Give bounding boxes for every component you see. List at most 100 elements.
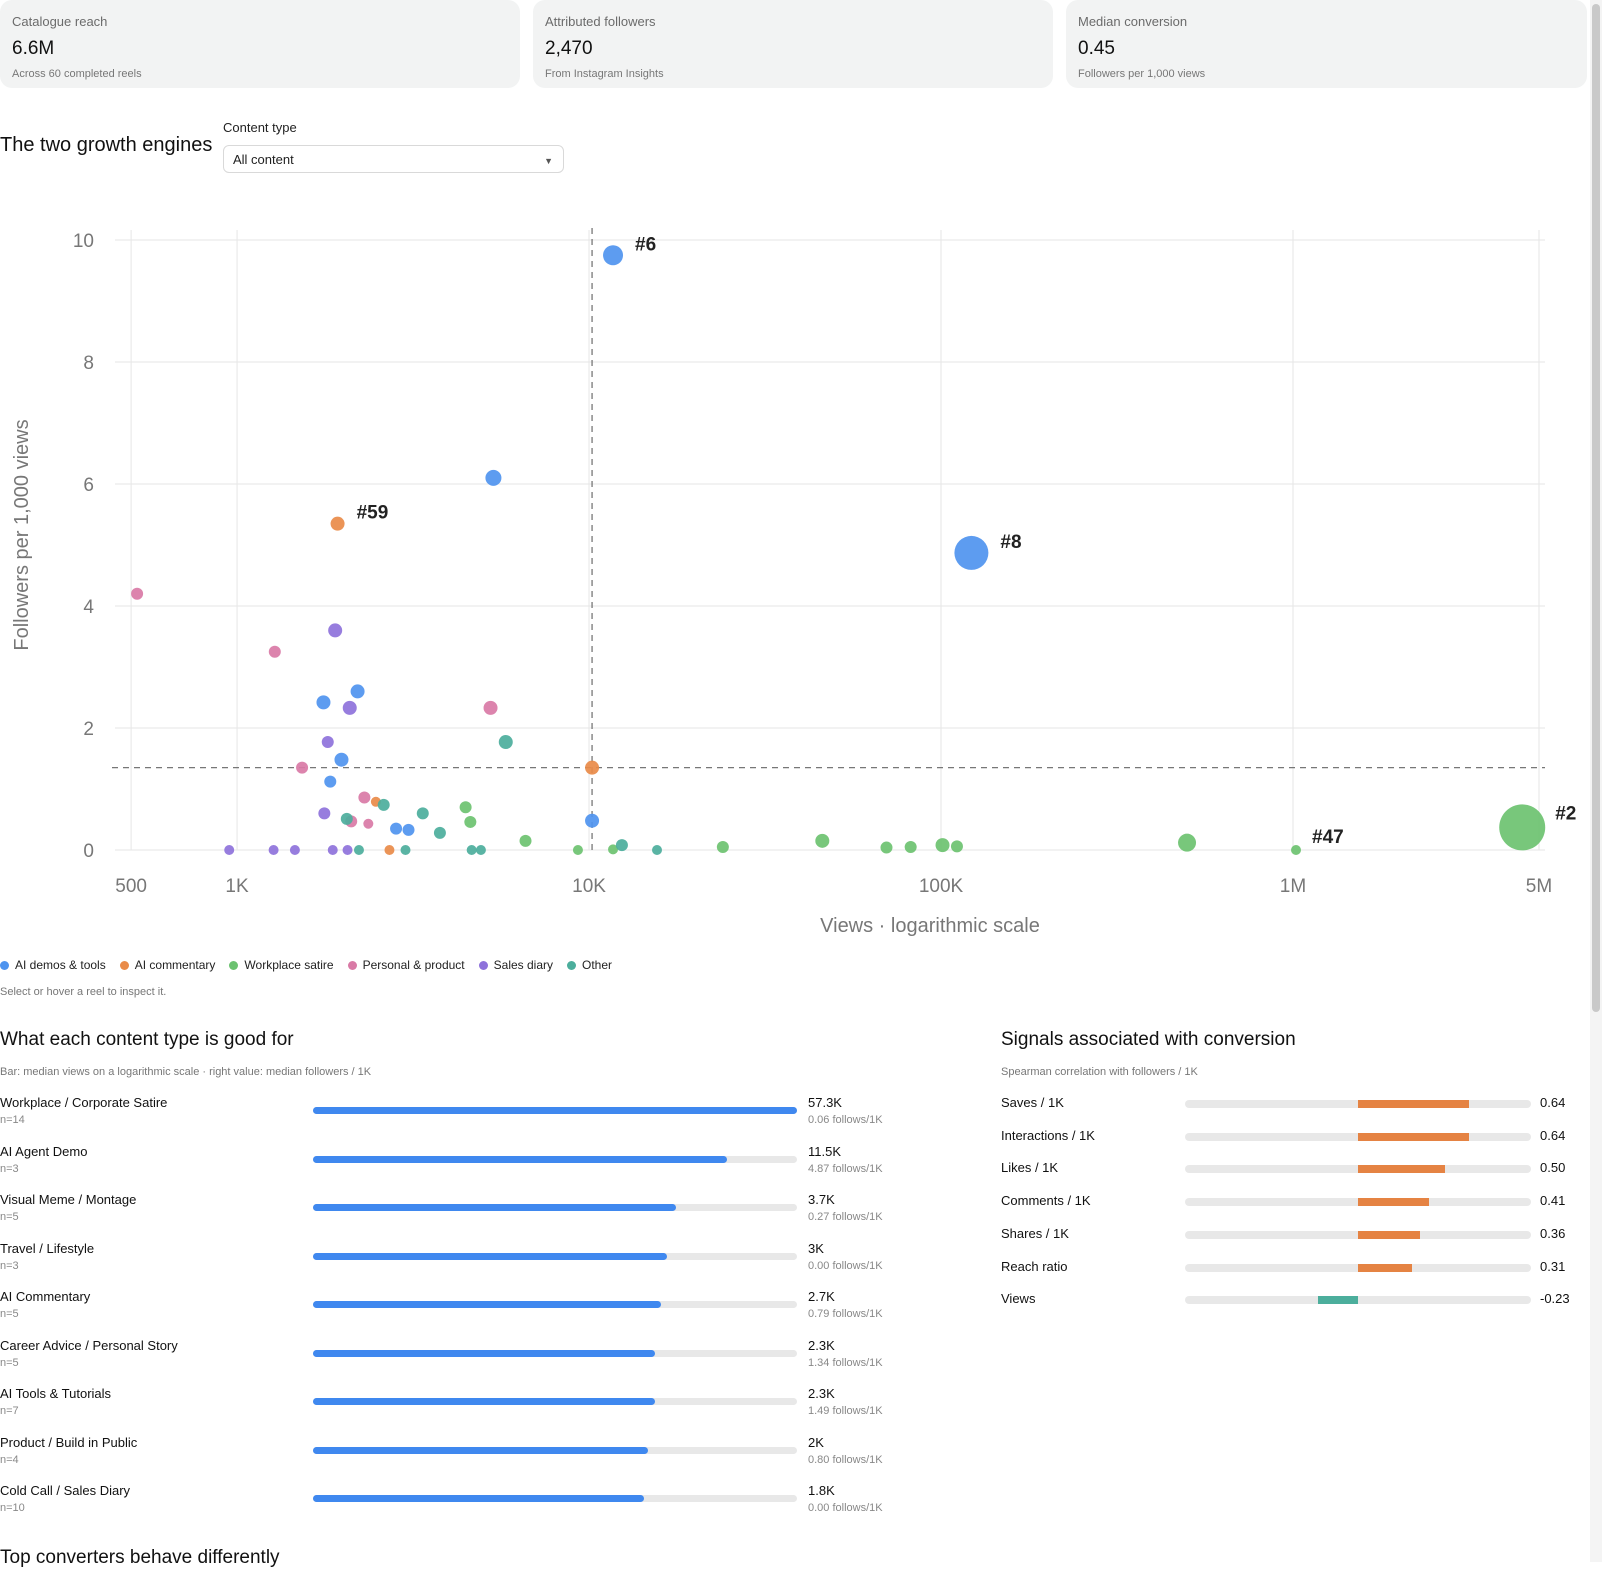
data-point[interactable] <box>131 587 144 600</box>
legend-label: AI commentary <box>134 958 216 972</box>
data-point[interactable] <box>384 845 395 855</box>
data-point[interactable] <box>390 822 403 835</box>
data-point[interactable] <box>608 844 619 855</box>
data-point[interactable] <box>1291 845 1302 855</box>
data-point[interactable] <box>483 700 498 715</box>
data-point[interactable] <box>268 645 281 658</box>
data-point[interactable] <box>464 815 477 828</box>
data-point[interactable] <box>585 760 600 775</box>
data-point[interactable] <box>328 623 343 638</box>
legend-swatch <box>0 960 9 970</box>
median-views-value: 1.8K <box>808 1483 835 1498</box>
data-point[interactable] <box>466 845 477 855</box>
signal-name: Likes / 1K <box>1001 1160 1059 1176</box>
data-point[interactable] <box>353 845 364 855</box>
correlation-bar <box>1358 1198 1429 1207</box>
data-point[interactable] <box>1499 804 1546 851</box>
correlation-value: 0.31 <box>1540 1258 1566 1274</box>
data-point[interactable] <box>904 840 917 853</box>
median-follows-value: 0.80 follows/1K <box>808 1453 883 1466</box>
data-point[interactable] <box>459 801 472 814</box>
top-converters-title: Top converters behave differently <box>0 1547 280 1568</box>
data-point[interactable] <box>330 516 345 531</box>
views-bar-track <box>313 1204 797 1211</box>
point-label: #47 <box>1312 827 1344 848</box>
x-tick-label: 500 <box>115 876 147 897</box>
data-point[interactable] <box>615 839 628 852</box>
views-bar-track <box>313 1495 797 1502</box>
data-point[interactable] <box>950 840 963 853</box>
signal-row: Interactions / 1K 0.64 <box>1001 1128 1581 1152</box>
point-label: #59 <box>357 503 389 524</box>
legend-label: Workplace satire <box>244 958 334 972</box>
data-point[interactable] <box>416 807 429 820</box>
data-point[interactable] <box>377 798 390 811</box>
content-type-count: n=3 <box>0 1259 19 1272</box>
data-point[interactable] <box>498 735 513 750</box>
legend-item[interactable]: AI demos & tools <box>0 958 106 972</box>
content-type-row: Product / Build in Public n=4 2K 0.80 follo… <box>0 1435 900 1481</box>
content-type-select[interactable]: All content ▼ <box>223 145 564 173</box>
data-point[interactable] <box>935 838 950 853</box>
data-point[interactable] <box>327 845 338 855</box>
correlation-track <box>1185 1100 1531 1108</box>
views-bar-fill <box>313 1446 649 1454</box>
scrollbar-thumb[interactable] <box>1592 4 1600 1012</box>
data-point[interactable] <box>815 833 830 848</box>
correlation-track <box>1185 1263 1531 1272</box>
data-point[interactable] <box>324 775 337 788</box>
kpi-sub: Across 60 completed reels <box>12 68 142 80</box>
median-follows-value: 1.34 follows/1K <box>808 1356 883 1369</box>
views-bar-fill <box>313 1155 727 1163</box>
correlation-bar <box>1358 1263 1412 1272</box>
median-views-value: 3.7K <box>808 1192 835 1207</box>
data-point[interactable] <box>402 823 415 836</box>
data-point[interactable] <box>716 840 729 853</box>
correlation-value: 0.36 <box>1540 1225 1566 1241</box>
data-point[interactable] <box>334 752 349 767</box>
data-point[interactable] <box>296 761 309 774</box>
data-point[interactable] <box>268 845 279 855</box>
correlation-value: 0.64 <box>1540 1127 1566 1143</box>
legend-item[interactable]: Personal & product <box>347 958 465 972</box>
data-point[interactable] <box>350 684 365 699</box>
legend-item[interactable]: Sales diary <box>478 958 553 972</box>
data-point[interactable] <box>572 845 583 855</box>
data-point[interactable] <box>433 826 446 839</box>
data-point[interactable] <box>603 245 624 266</box>
data-point[interactable] <box>652 845 663 855</box>
data-point[interactable] <box>340 812 353 825</box>
legend-item[interactable]: Other <box>567 958 612 972</box>
data-point[interactable] <box>475 845 486 855</box>
data-point[interactable] <box>342 845 353 855</box>
signal-name: Views <box>1001 1291 1036 1307</box>
views-bar-fill <box>313 1349 656 1357</box>
data-point[interactable] <box>321 736 334 749</box>
data-point[interactable] <box>954 535 989 570</box>
data-point[interactable] <box>318 807 331 820</box>
data-point[interactable] <box>289 845 300 855</box>
scatter-chart[interactable]: 0 2 4 6 8 10 500 1K 10K 100K 1M 5M Views · logarithm… <box>0 200 1590 940</box>
data-point[interactable] <box>585 813 600 828</box>
correlation-track <box>1185 1165 1531 1174</box>
data-point[interactable] <box>224 845 235 855</box>
data-point[interactable] <box>400 845 411 855</box>
data-point[interactable] <box>358 791 371 804</box>
data-point[interactable] <box>342 700 357 715</box>
kpi-card-reach: Catalogue reach 6.6M Across 60 completed… <box>0 0 520 88</box>
views-bar-fill <box>313 1398 656 1405</box>
data-point[interactable] <box>363 818 374 829</box>
data-point[interactable] <box>316 695 331 710</box>
data-point[interactable] <box>485 469 502 486</box>
content-type-row: Visual Meme / Montage n=5 3.7K 0.27 follows… <box>0 1192 900 1238</box>
y-axis-label: Followers per 1,000 views <box>11 419 33 650</box>
kpi-value: 6.6M <box>12 38 55 59</box>
scrollbar[interactable] <box>1590 0 1602 1562</box>
legend-item[interactable]: Workplace satire <box>229 958 334 972</box>
data-point[interactable] <box>880 841 893 854</box>
legend-item[interactable]: AI commentary <box>119 958 216 972</box>
views-bar-fill <box>313 1495 644 1502</box>
content-type-name: Workplace / Corporate Satire <box>0 1095 168 1110</box>
data-point[interactable] <box>519 834 532 847</box>
data-point[interactable] <box>1178 833 1197 852</box>
